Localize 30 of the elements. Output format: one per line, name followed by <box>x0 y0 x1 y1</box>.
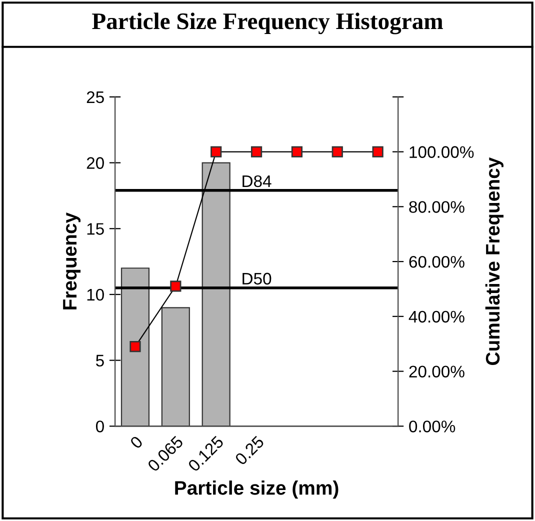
y-tick-label: 10 <box>87 288 104 301</box>
y-tick-label: 15 <box>87 223 104 235</box>
bar <box>120 268 150 426</box>
chart-title: Particle Size Frequency Histogram <box>92 12 443 34</box>
y-tick-label: 20 <box>86 157 104 169</box>
y2-tick-label: 0.00% <box>409 420 456 432</box>
point <box>170 280 182 292</box>
y-tick-label: 25 <box>86 91 104 104</box>
point <box>372 146 384 158</box>
y-axis-title: Frequency <box>63 212 81 310</box>
ref-line-label: D84 <box>242 175 272 188</box>
point <box>291 146 303 158</box>
y2-tick-label: 40.00% <box>408 310 464 323</box>
point <box>332 146 343 158</box>
y2-axis-title: Cumulative Frequency <box>485 157 504 366</box>
y-tick-label: 0 <box>96 420 104 432</box>
bar <box>202 162 230 426</box>
point <box>210 146 222 158</box>
ref-line-label: D50 <box>242 272 272 285</box>
point <box>250 146 262 158</box>
bar <box>161 307 190 426</box>
point <box>130 341 141 352</box>
y2-tick-label: 100.00% <box>410 146 474 158</box>
x-tick-label: 0.25 <box>234 435 265 466</box>
y-tick-label: 5 <box>96 354 104 367</box>
x-axis-title: Particle size (mm) <box>175 480 338 499</box>
y2-tick-label: 80.00% <box>409 201 464 213</box>
y2-tick-label: 20.00% <box>409 366 464 378</box>
x-tick-label: 0 <box>129 435 144 450</box>
y2-tick-label: 60.00% <box>409 256 464 268</box>
